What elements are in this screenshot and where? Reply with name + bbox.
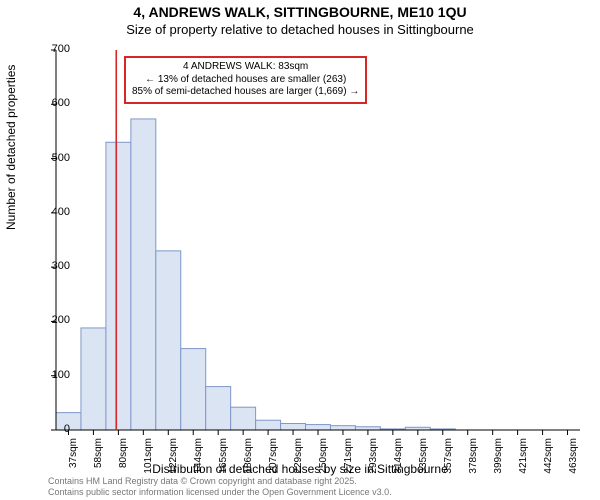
y-axis-label: Number of detached properties	[4, 65, 18, 230]
y-tick-label: 300	[30, 260, 70, 272]
annotation-callout: 4 ANDREWS WALK: 83sqm ← 13% of detached …	[124, 56, 367, 104]
y-tick-label: 500	[30, 152, 70, 164]
histogram-bar	[131, 119, 156, 430]
title-main: 4, ANDREWS WALK, SITTINGBOURNE, ME10 1QU	[0, 4, 600, 20]
histogram-bar	[206, 387, 231, 430]
histogram-bar	[106, 142, 131, 430]
histogram-bar	[156, 251, 181, 430]
histogram-bar	[306, 425, 331, 430]
histogram-bar	[330, 426, 355, 430]
title-sub: Size of property relative to detached ho…	[0, 22, 600, 37]
chart-caption: Contains HM Land Registry data © Crown c…	[48, 476, 392, 498]
histogram-bar	[231, 407, 256, 430]
y-tick-label: 0	[30, 423, 70, 435]
annotation-line1: 4 ANDREWS WALK: 83sqm	[132, 61, 359, 74]
y-tick-label: 200	[30, 314, 70, 326]
histogram-svg	[56, 50, 580, 430]
y-tick-label: 100	[30, 369, 70, 381]
y-tick-label: 400	[30, 206, 70, 218]
annotation-line2: ← 13% of detached houses are smaller (26…	[132, 74, 359, 87]
histogram-bar	[81, 328, 106, 430]
histogram-bar	[281, 423, 306, 430]
chart-titles: 4, ANDREWS WALK, SITTINGBOURNE, ME10 1QU…	[0, 0, 600, 37]
caption-line1: Contains HM Land Registry data © Crown c…	[48, 476, 392, 487]
y-tick-label: 700	[30, 43, 70, 55]
x-axis-label: Distribution of detached houses by size …	[0, 462, 600, 476]
histogram-bar	[181, 349, 206, 430]
y-tick-label: 600	[30, 97, 70, 109]
chart-area: 4 ANDREWS WALK: 83sqm ← 13% of detached …	[56, 50, 580, 430]
caption-line2: Contains public sector information licen…	[48, 487, 392, 498]
annotation-line3: 85% of semi-detached houses are larger (…	[132, 86, 359, 99]
histogram-bar	[256, 420, 281, 430]
